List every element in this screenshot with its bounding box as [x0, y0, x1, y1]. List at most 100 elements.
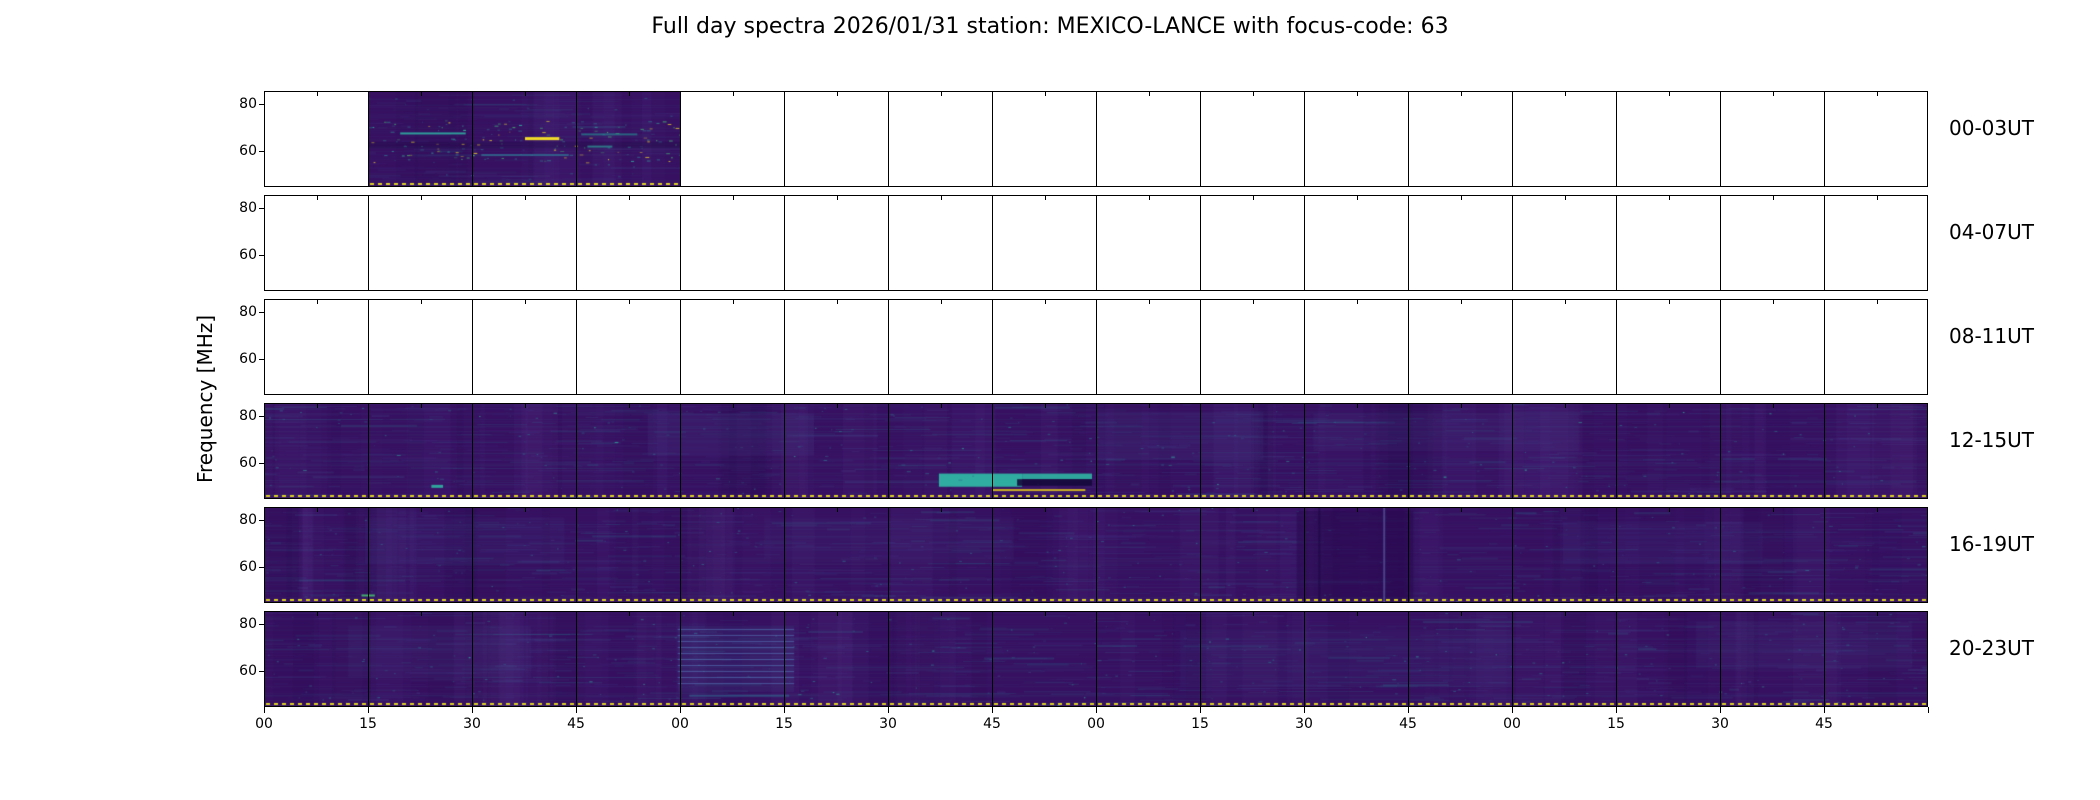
minor-tick [317, 196, 318, 200]
segment-divider [1200, 196, 1201, 290]
minor-tick [733, 404, 734, 408]
minor-tick [525, 300, 526, 304]
minor-tick [1149, 92, 1150, 96]
minor-tick [1669, 300, 1670, 304]
segment-divider [368, 612, 369, 706]
y-tick-mark [259, 359, 265, 360]
x-tick-label: 30 [463, 716, 481, 732]
minor-tick [1149, 404, 1150, 408]
minor-tick [1045, 612, 1046, 616]
x-tick-mark [472, 707, 473, 713]
segment-divider [1408, 404, 1409, 498]
segment-divider [1512, 196, 1513, 290]
segment-divider [472, 508, 473, 602]
x-tick-mark [368, 707, 369, 713]
segment-divider [680, 612, 681, 706]
minor-tick [1461, 92, 1462, 96]
segment-divider [1304, 404, 1305, 498]
minor-tick [1565, 508, 1566, 512]
segment-divider [888, 300, 889, 394]
segment-divider [1304, 300, 1305, 394]
row-time-label: 16-19UT [1949, 532, 2034, 556]
spectra-row-16-19ut: 80 60 16-19UT [239, 507, 2034, 603]
spectra-row-12-15ut: 80 60 12-15UT [239, 403, 2034, 499]
minor-tick [525, 92, 526, 96]
segment-divider [784, 612, 785, 706]
y-tick-mark [259, 312, 265, 313]
minor-tick [837, 92, 838, 96]
segment-divider [784, 508, 785, 602]
segment-divider [1824, 404, 1825, 498]
segment-divider [472, 92, 473, 186]
segment-divider [992, 196, 993, 290]
segment-divider [888, 196, 889, 290]
x-tick-mark [1200, 707, 1201, 713]
segment-divider [992, 404, 993, 498]
y-tick-mark [259, 255, 265, 256]
row-time-label: 08-11UT [1949, 324, 2034, 348]
minor-tick [421, 612, 422, 616]
minor-tick [1877, 508, 1878, 512]
segment-divider [1824, 508, 1825, 602]
segment-divider [576, 300, 577, 394]
segment-divider [1200, 300, 1201, 394]
minor-tick [525, 612, 526, 616]
minor-tick [941, 196, 942, 200]
minor-tick [317, 612, 318, 616]
minor-tick [1669, 196, 1670, 200]
minor-tick [525, 404, 526, 408]
x-tick-label: 30 [1295, 716, 1313, 732]
row-time-label: 00-03UT [1949, 116, 2034, 140]
segment-divider [784, 404, 785, 498]
minor-tick [1357, 404, 1358, 408]
chart-title: Full day spectra 2026/01/31 station: MEX… [651, 14, 1449, 39]
minor-tick [1045, 92, 1046, 96]
segment-divider [992, 508, 993, 602]
segment-divider [680, 92, 681, 186]
segment-divider [680, 196, 681, 290]
x-tick-label: 15 [1191, 716, 1209, 732]
minor-tick [1565, 92, 1566, 96]
x-tick-label: 15 [359, 716, 377, 732]
segment-divider [992, 92, 993, 186]
segment-divider [1408, 92, 1409, 186]
spectrogram-canvas [369, 92, 681, 186]
segment-divider [1200, 612, 1201, 706]
x-tick-label: 30 [1711, 716, 1729, 732]
minor-tick [733, 196, 734, 200]
segment-divider [1512, 300, 1513, 394]
segment-divider [1408, 300, 1409, 394]
segment-divider [1096, 404, 1097, 498]
segment-divider [1616, 196, 1617, 290]
segment-divider [1512, 508, 1513, 602]
x-tick-mark [888, 707, 889, 713]
segment-divider [1200, 404, 1201, 498]
segment-divider [1720, 196, 1721, 290]
minor-tick [421, 404, 422, 408]
segment-divider [1096, 196, 1097, 290]
segment-divider [368, 92, 369, 186]
y-tick-mark [259, 567, 265, 568]
segment-divider [576, 612, 577, 706]
minor-tick [733, 92, 734, 96]
minor-tick [1773, 612, 1774, 616]
x-tick-label: 15 [1607, 716, 1625, 732]
spectra-row-20-23ut: 80 60 20-23UT [239, 611, 2034, 707]
segment-divider [888, 404, 889, 498]
x-tick-mark [1512, 707, 1513, 713]
segment-divider [888, 92, 889, 186]
minor-tick [1461, 404, 1462, 408]
segment-divider [888, 508, 889, 602]
minor-tick [1357, 196, 1358, 200]
y-tick-label: 60 [239, 559, 257, 575]
segment-divider [1096, 612, 1097, 706]
x-tick-label: 00 [1503, 716, 1521, 732]
x-tick-mark [1720, 707, 1721, 713]
segment-divider [472, 404, 473, 498]
minor-tick [1461, 196, 1462, 200]
minor-tick [317, 92, 318, 96]
minor-tick [1357, 92, 1358, 96]
segment-divider [368, 196, 369, 290]
minor-tick [941, 404, 942, 408]
segment-divider [1824, 300, 1825, 394]
